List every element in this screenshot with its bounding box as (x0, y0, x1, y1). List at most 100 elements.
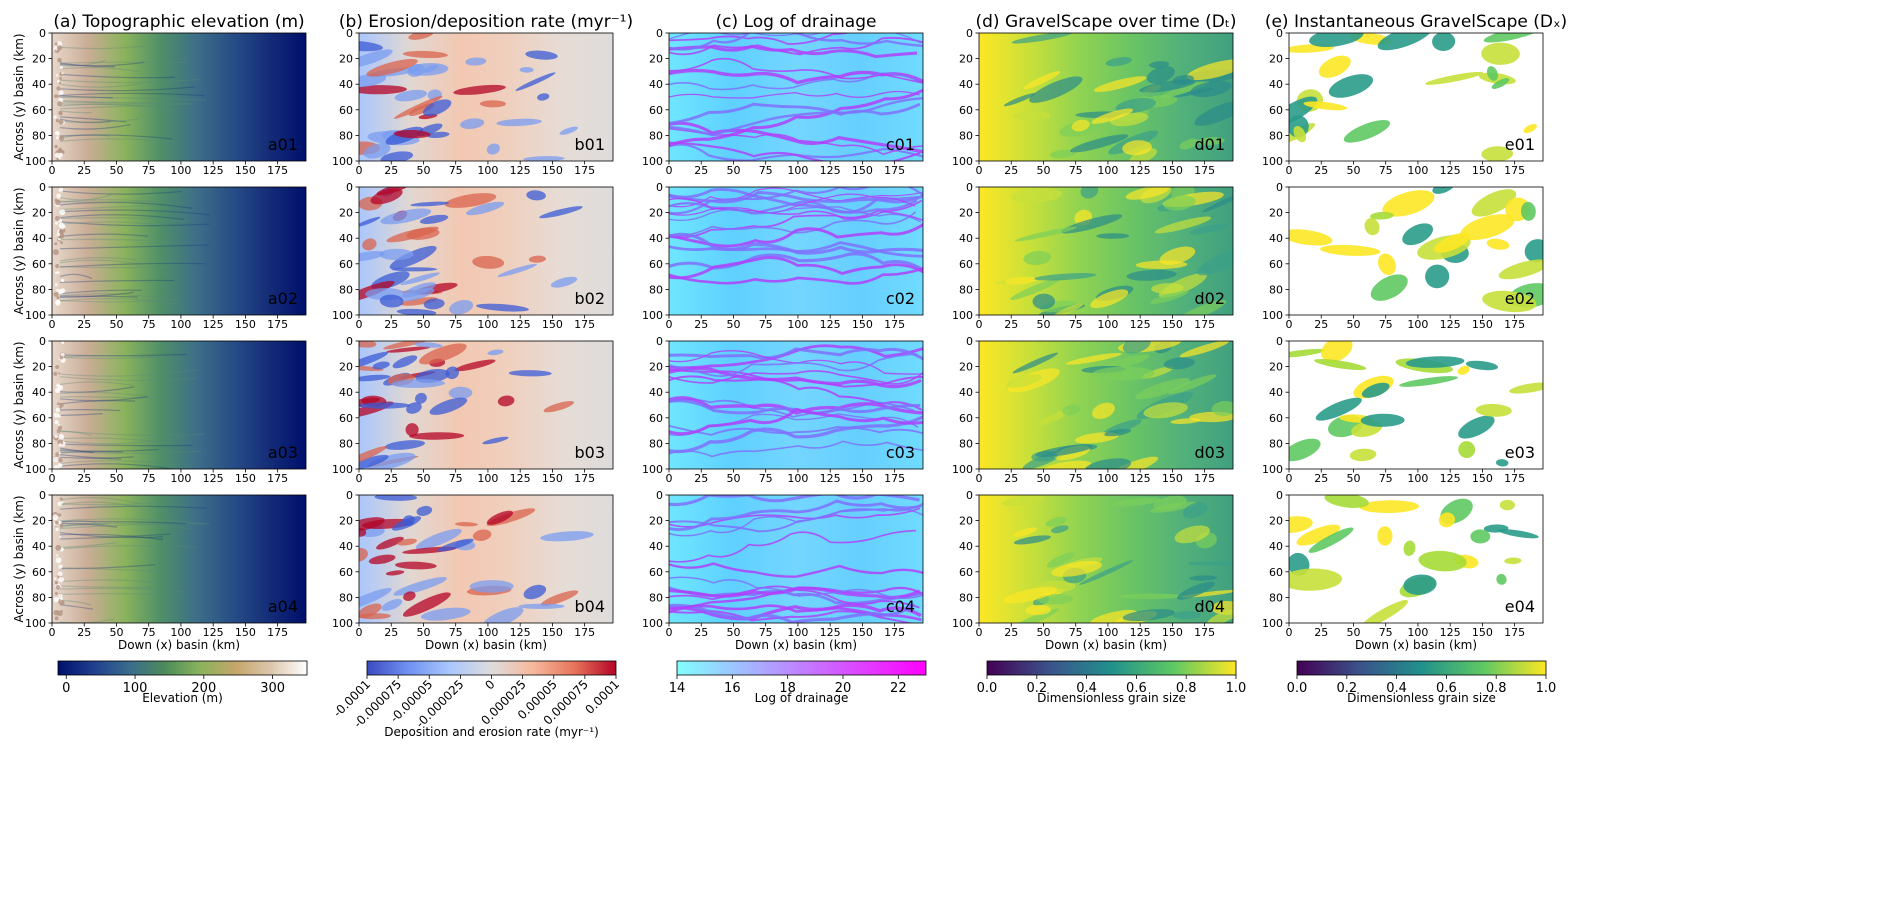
grain-patch (1154, 216, 1212, 234)
deposition-patch (359, 402, 411, 409)
erosion-patch (386, 346, 431, 353)
y-tick-label: 60 (959, 258, 973, 271)
valley-shade (59, 409, 121, 412)
x-tick-label: 150 (852, 626, 873, 639)
colorbar-c: 14 16 18 20 22 Log of drainage (669, 660, 927, 705)
y-tick-label: 20 (959, 515, 973, 528)
y-tick-label: 20 (959, 53, 973, 66)
x-tick-label: 0 (49, 472, 56, 485)
ridge-speck (60, 352, 65, 357)
ridge-speck (58, 187, 64, 193)
colorbar-e: 0.0 0.2 0.4 0.6 0.8 1.0 Dimensionless grain si… (1287, 660, 1556, 705)
y-tick-label: 60 (1269, 258, 1283, 271)
ridge-speck (55, 74, 59, 77)
deposition-patch (526, 190, 546, 201)
gravel-patch (1315, 397, 1362, 421)
x-tick-label: 0 (49, 164, 56, 177)
x-tick-label: 100 (1407, 472, 1428, 485)
y-tick-label: 80 (1269, 437, 1283, 450)
heatmap-texture (669, 33, 923, 161)
y-tick-label: 60 (1269, 566, 1283, 579)
valley-shade (59, 101, 192, 105)
valley-shade (59, 238, 143, 242)
ridge-speck (57, 439, 64, 446)
gravel-patch (1498, 259, 1543, 280)
x-tick-label: 175 (574, 472, 595, 485)
y-tick-label: 20 (959, 207, 973, 220)
panel-label: b02 (574, 289, 605, 308)
x-tick-label: 100 (170, 318, 191, 331)
valley-shade (59, 522, 118, 528)
deposition-patch (496, 118, 542, 127)
grain-patch (1146, 66, 1175, 84)
ridge-speck (55, 199, 61, 206)
ridge-speck (53, 371, 58, 376)
x-tick-label: 175 (884, 164, 905, 177)
erosion-patch (479, 100, 507, 108)
x-tick-label: 50 (1036, 164, 1050, 177)
y-tick-label: 20 (1269, 361, 1283, 374)
valley-shade (59, 205, 147, 211)
x-tick-label: 50 (109, 318, 123, 331)
x-tick-label: 75 (142, 472, 156, 485)
valley-shade (59, 103, 174, 112)
valley-shade (59, 533, 164, 541)
valley-shade (59, 376, 196, 381)
gravel-patch (1296, 524, 1341, 546)
gravel-patch (1377, 33, 1433, 51)
x-tick-label: 75 (1069, 626, 1083, 639)
x-tick-label: 25 (1004, 472, 1018, 485)
ridge-speck (57, 513, 62, 517)
gravel-patch (1289, 516, 1313, 534)
panel-title-c: (c) Log of drainage (716, 12, 877, 32)
ridge-speck (54, 94, 58, 99)
axes-frame (978, 186, 1234, 316)
x-tick-label: 150 (852, 472, 873, 485)
panel-title-a: (a) Topographic elevation (m) (53, 12, 304, 32)
x-tick-label: 175 (1194, 318, 1215, 331)
grain-patch (1201, 189, 1233, 213)
axes-frame (668, 186, 924, 316)
y-tick-label: 100 (25, 155, 46, 168)
deposition-patch (384, 440, 426, 450)
drainage-channel (669, 398, 915, 418)
valley-shade (59, 116, 127, 123)
ridge-speck (60, 609, 63, 613)
ridge-speck (58, 434, 65, 440)
heatmap-image (52, 495, 306, 623)
grain-patch (1105, 57, 1133, 67)
y-tick-label: 60 (339, 412, 353, 425)
colorbar-tick-label: 0.4 (1386, 681, 1407, 696)
valley-shade (59, 259, 140, 265)
valley-shade (59, 542, 117, 549)
grain-patch (1013, 111, 1051, 121)
x-tick-label: 75 (449, 318, 463, 331)
x-tick-label: 100 (1097, 164, 1118, 177)
y-tick-label: 0 (966, 335, 973, 348)
ridge-speck (57, 571, 63, 577)
axes-frame (978, 494, 1234, 624)
colorbar-tick-label: 0.2 (1026, 681, 1047, 696)
ridge-speck (53, 465, 60, 469)
x-tick-label: 50 (1036, 626, 1050, 639)
deposition-patch (415, 392, 427, 404)
x-tick-label: 75 (1379, 626, 1393, 639)
grain-patch (1093, 76, 1147, 92)
ridge-speck (56, 271, 60, 274)
gravel-patch (1475, 403, 1512, 417)
drainage-channel (669, 191, 923, 204)
erosion-patch (385, 570, 405, 576)
x-tick-label: 100 (1407, 626, 1428, 639)
colorbar-gradient (57, 660, 308, 676)
ridge-speck (58, 535, 61, 538)
gravel-patch (1418, 550, 1467, 572)
x-tick-label: 150 (1162, 164, 1183, 177)
x-tick-label: 100 (477, 626, 498, 639)
grain-patch (1143, 402, 1188, 419)
drainage-channel (669, 353, 918, 377)
grain-patch (1090, 609, 1138, 623)
valley-shade (59, 199, 164, 203)
y-tick-label: 40 (32, 78, 46, 91)
x-tick-label: 25 (1004, 318, 1018, 331)
